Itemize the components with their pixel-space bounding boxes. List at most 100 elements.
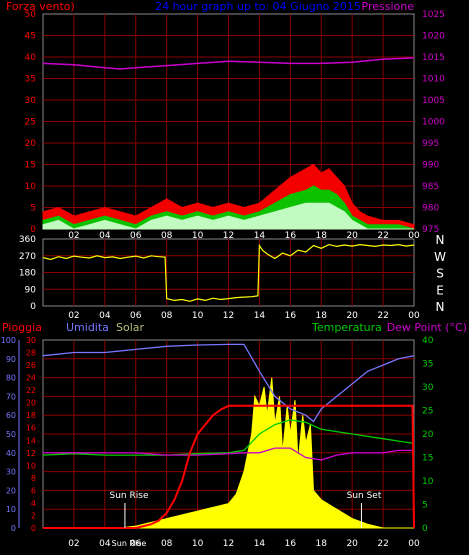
x-tick-label: 20	[346, 231, 358, 241]
wind-series	[42, 57, 415, 230]
temperature-tick: 40	[422, 336, 434, 346]
pressure-tick: 980	[422, 204, 439, 214]
x-tick-label: 02	[68, 311, 79, 321]
compass-letter: E	[436, 283, 444, 297]
x-tick-label: 08	[161, 231, 173, 241]
rain-tick: 20	[6, 486, 16, 495]
humidity-line	[42, 343, 415, 423]
humidity-tick: 16	[26, 424, 36, 433]
humidity-tick: 22	[26, 386, 36, 395]
humidity-tick: 20	[26, 399, 36, 408]
x-tick-label: 10	[192, 311, 204, 321]
temperature-axis: 40 35 30 25 20 15 10 5 0	[422, 336, 434, 534]
humidity-tick: 0	[31, 524, 36, 533]
solar-label: Solar	[116, 321, 145, 334]
dewpoint-line	[43, 447, 414, 461]
temperature-tick: 15	[422, 454, 433, 464]
humidity-tick: 26	[26, 361, 36, 370]
pressure-tick: 985	[422, 182, 439, 192]
temperature-line	[42, 419, 415, 456]
wind-x-axis: 02 04 06 08 10 12 14 16 18 20 22 00	[68, 231, 420, 241]
temperature-label: Temperatura	[311, 321, 382, 334]
x-tick-label: 00	[408, 231, 420, 241]
rain-tick: 70	[6, 392, 16, 401]
rain-tick: 100	[1, 336, 16, 345]
x-tick-label: 10	[192, 539, 204, 549]
x-tick-label: 22	[377, 539, 388, 549]
humidity-tick: 10	[26, 461, 36, 470]
wind-min-area	[42, 202, 414, 230]
pressure-tick: 1020	[422, 32, 445, 42]
x-tick-label: 04	[99, 311, 111, 321]
wind-speed-tick: 5	[30, 204, 36, 214]
wind-speed-tick: 20	[25, 139, 37, 149]
humidity-tick: 18	[26, 411, 36, 420]
rain-tick: 40	[6, 449, 16, 458]
wind-speed-tick: 15	[25, 161, 36, 171]
sun-rise-bottom-label: Sun Rise	[112, 539, 147, 548]
direction-tick: 0	[30, 302, 36, 312]
x-tick-label: 18	[316, 311, 328, 321]
x-tick-label: 22	[377, 311, 388, 321]
humidity-tick: 4	[31, 499, 36, 508]
humidity-tick: 6	[31, 486, 36, 495]
compass-letter: N	[436, 300, 445, 314]
pressure-tick: 1010	[422, 75, 445, 85]
rain-tick: 0	[11, 524, 16, 533]
x-tick-label: 00	[408, 539, 420, 549]
direction-line	[42, 243, 415, 302]
rain-tick: 50	[6, 430, 16, 439]
direction-tick: 90	[25, 285, 37, 295]
pressure-tick: 990	[422, 161, 439, 171]
wind-speed-tick: 0	[30, 225, 36, 235]
x-tick-label: 10	[192, 231, 204, 241]
x-tick-label: 22	[377, 231, 388, 241]
pressure-axis: 1025 1020 1015 1010 1005 1000 995 990 985 980 975	[422, 10, 445, 235]
sun-rise-label: Sun Rise	[110, 491, 149, 501]
direction-x-axis: 02 04 06 08 10 12 14 16 18 20 22 00	[68, 311, 420, 321]
weather-x-axis: 02 04 06 08 10 12 14 16 18 20 22 00	[68, 539, 420, 549]
x-tick-label: 20	[346, 311, 358, 321]
rain-tick: 90	[6, 355, 16, 364]
humidity-tick: 24	[26, 374, 36, 383]
x-tick-label: 18	[316, 231, 328, 241]
humidity-tick: 28	[26, 349, 36, 358]
x-tick-label: 14	[254, 311, 266, 321]
x-tick-label: 08	[161, 311, 173, 321]
rain-tick: 60	[6, 411, 16, 420]
pressure-tick: 975	[422, 225, 439, 235]
pressure-tick: 995	[422, 139, 439, 149]
direction-tick: 180	[19, 269, 36, 279]
weather-series	[42, 343, 415, 529]
x-tick-label: 12	[223, 311, 234, 321]
wind-speed-tick: 40	[25, 53, 37, 63]
wind-speed-tick: 35	[25, 75, 36, 85]
pressure-tick: 1015	[422, 53, 445, 63]
direction-series	[42, 243, 415, 302]
direction-tick: 360	[19, 235, 36, 245]
pressure-line	[42, 57, 415, 70]
humidity-tick: 8	[31, 474, 36, 483]
temperature-tick: 25	[422, 407, 433, 417]
wind-speed-tick: 45	[25, 32, 36, 42]
wind-speed-label: Forza vento)	[6, 0, 75, 13]
x-tick-label: 16	[285, 311, 297, 321]
x-tick-label: 06	[130, 311, 142, 321]
rain-tick: 10	[6, 505, 16, 514]
x-tick-label: 02	[68, 539, 79, 549]
compass-letter: N	[436, 233, 445, 247]
x-tick-label: 12	[223, 539, 234, 549]
humidity-tick: 12	[26, 449, 36, 458]
x-tick-label: 12	[223, 231, 234, 241]
x-tick-label: 14	[254, 231, 266, 241]
x-tick-label: 02	[68, 231, 79, 241]
dewpoint-label: Dew Point (°C)	[387, 321, 467, 334]
x-tick-label: 18	[316, 539, 328, 549]
temperature-tick: 10	[422, 477, 434, 487]
x-tick-label: 16	[285, 539, 297, 549]
rain-label: Pioggia	[2, 321, 42, 334]
wind-speed-tick: 25	[25, 118, 36, 128]
